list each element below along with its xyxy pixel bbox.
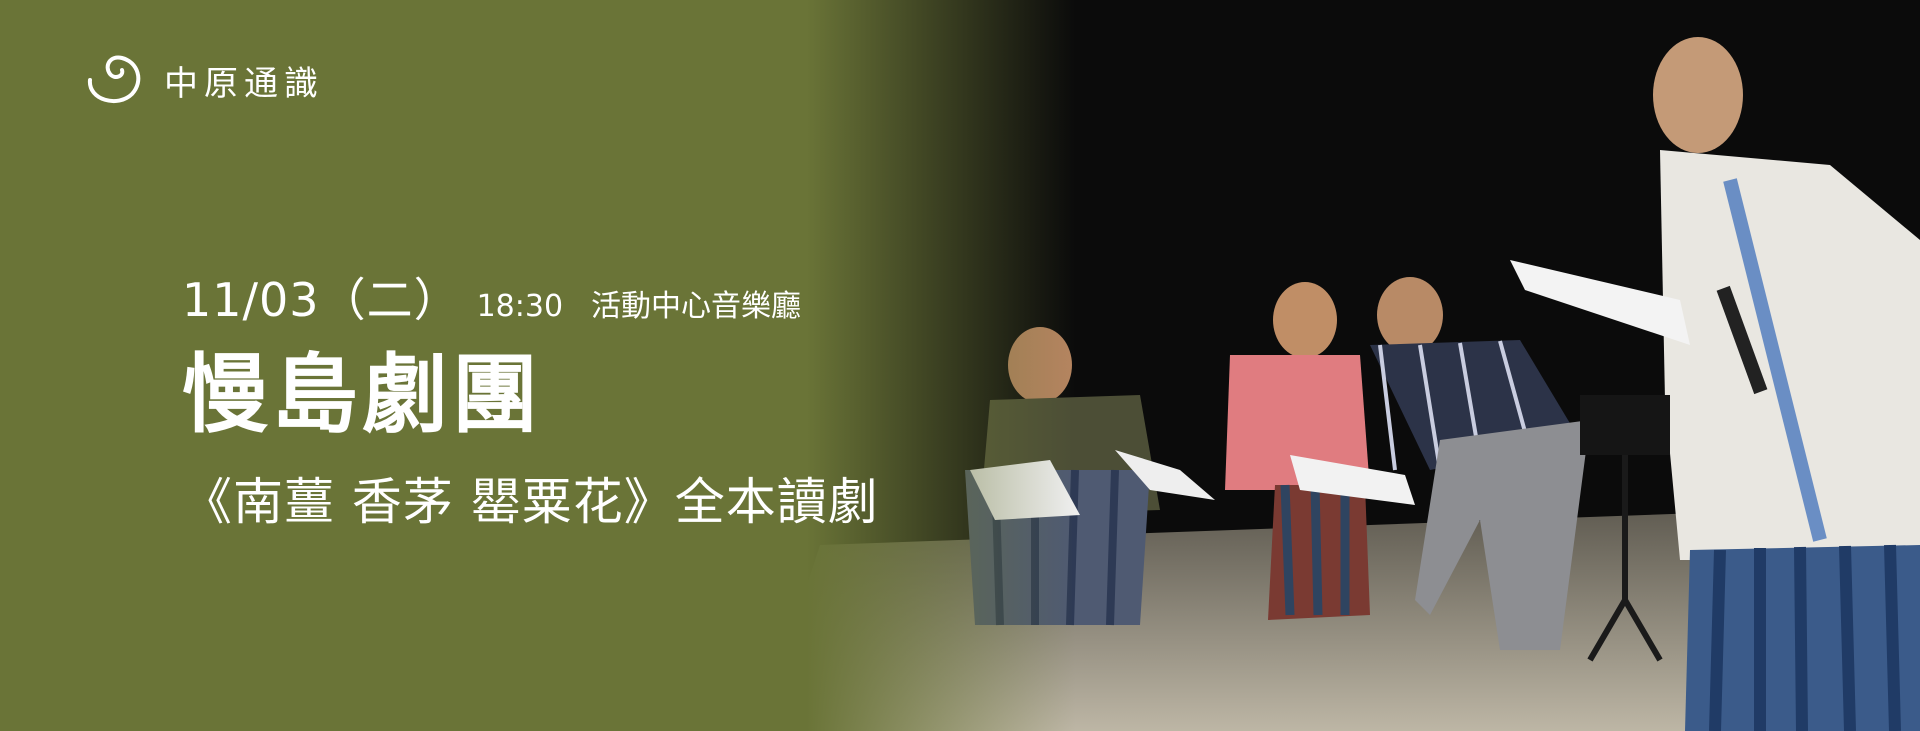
logo-text: 中原通識	[164, 63, 324, 104]
date-line: 11/03（二） 18:30 活動中心音樂廳	[182, 264, 879, 330]
event-venue: 活動中心音樂廳	[591, 289, 802, 324]
event-date: 11/03（二）	[182, 273, 461, 327]
event-info: 11/03（二） 18:30 活動中心音樂廳 慢島劇團 《南薑 香茅 罌粟花》全…	[182, 264, 879, 534]
spiral-swirl-icon	[87, 55, 141, 104]
logo: 中原通識	[80, 50, 324, 110]
event-subtitle: 《南薑 香茅 罌粟花》全本讀劇	[182, 473, 879, 532]
event-time: 18:30	[476, 289, 564, 324]
event-title: 慢島劇團	[182, 345, 542, 445]
